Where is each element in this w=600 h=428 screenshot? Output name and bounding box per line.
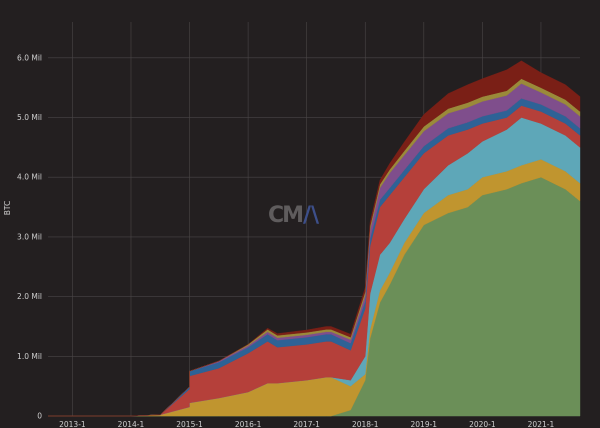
x-tick-label: 2020-1 bbox=[469, 420, 496, 428]
x-tick-label: 2019-1 bbox=[411, 420, 438, 428]
area-series-8 bbox=[48, 60, 581, 417]
x-tick-label: 2013-1 bbox=[59, 420, 86, 428]
y-axis: 0 1.0 Mil 2.0 Mil 3.0 Mil 4.0 Mil 5.0 Mil 6.0 … bbox=[17, 53, 42, 420]
watermark-text: CM bbox=[268, 203, 302, 228]
x-tick-label: 2018-1 bbox=[352, 420, 379, 428]
y-tick-label: 1.0 Mil bbox=[17, 352, 42, 361]
x-tick-label: 2021-1 bbox=[528, 420, 555, 428]
y-tick-label: 0 bbox=[37, 412, 42, 421]
x-tick-label: 2015-1 bbox=[176, 420, 203, 428]
y-tick-label: 4.0 Mil bbox=[17, 173, 42, 182]
watermark-logo: CM /\ bbox=[268, 203, 320, 228]
y-tick-label: 6.0 Mil bbox=[17, 53, 42, 62]
y-axis-label: BTC bbox=[3, 201, 12, 216]
y-tick-label: 5.0 Mil bbox=[17, 113, 42, 122]
x-tick-label: 2017-1 bbox=[293, 420, 320, 428]
y-tick-label: 2.0 Mil bbox=[17, 292, 42, 301]
y-tick-label: 3.0 Mil bbox=[17, 232, 42, 241]
x-tick-label: 2016-1 bbox=[235, 420, 262, 428]
watermark-mark: /\ bbox=[303, 203, 320, 228]
area-series bbox=[48, 60, 581, 417]
x-tick-label: 2014-1 bbox=[118, 420, 145, 428]
x-axis: 2013-1 2014-1 2015-1 2016-1 2017-1 2018-1 2019… bbox=[59, 420, 554, 428]
